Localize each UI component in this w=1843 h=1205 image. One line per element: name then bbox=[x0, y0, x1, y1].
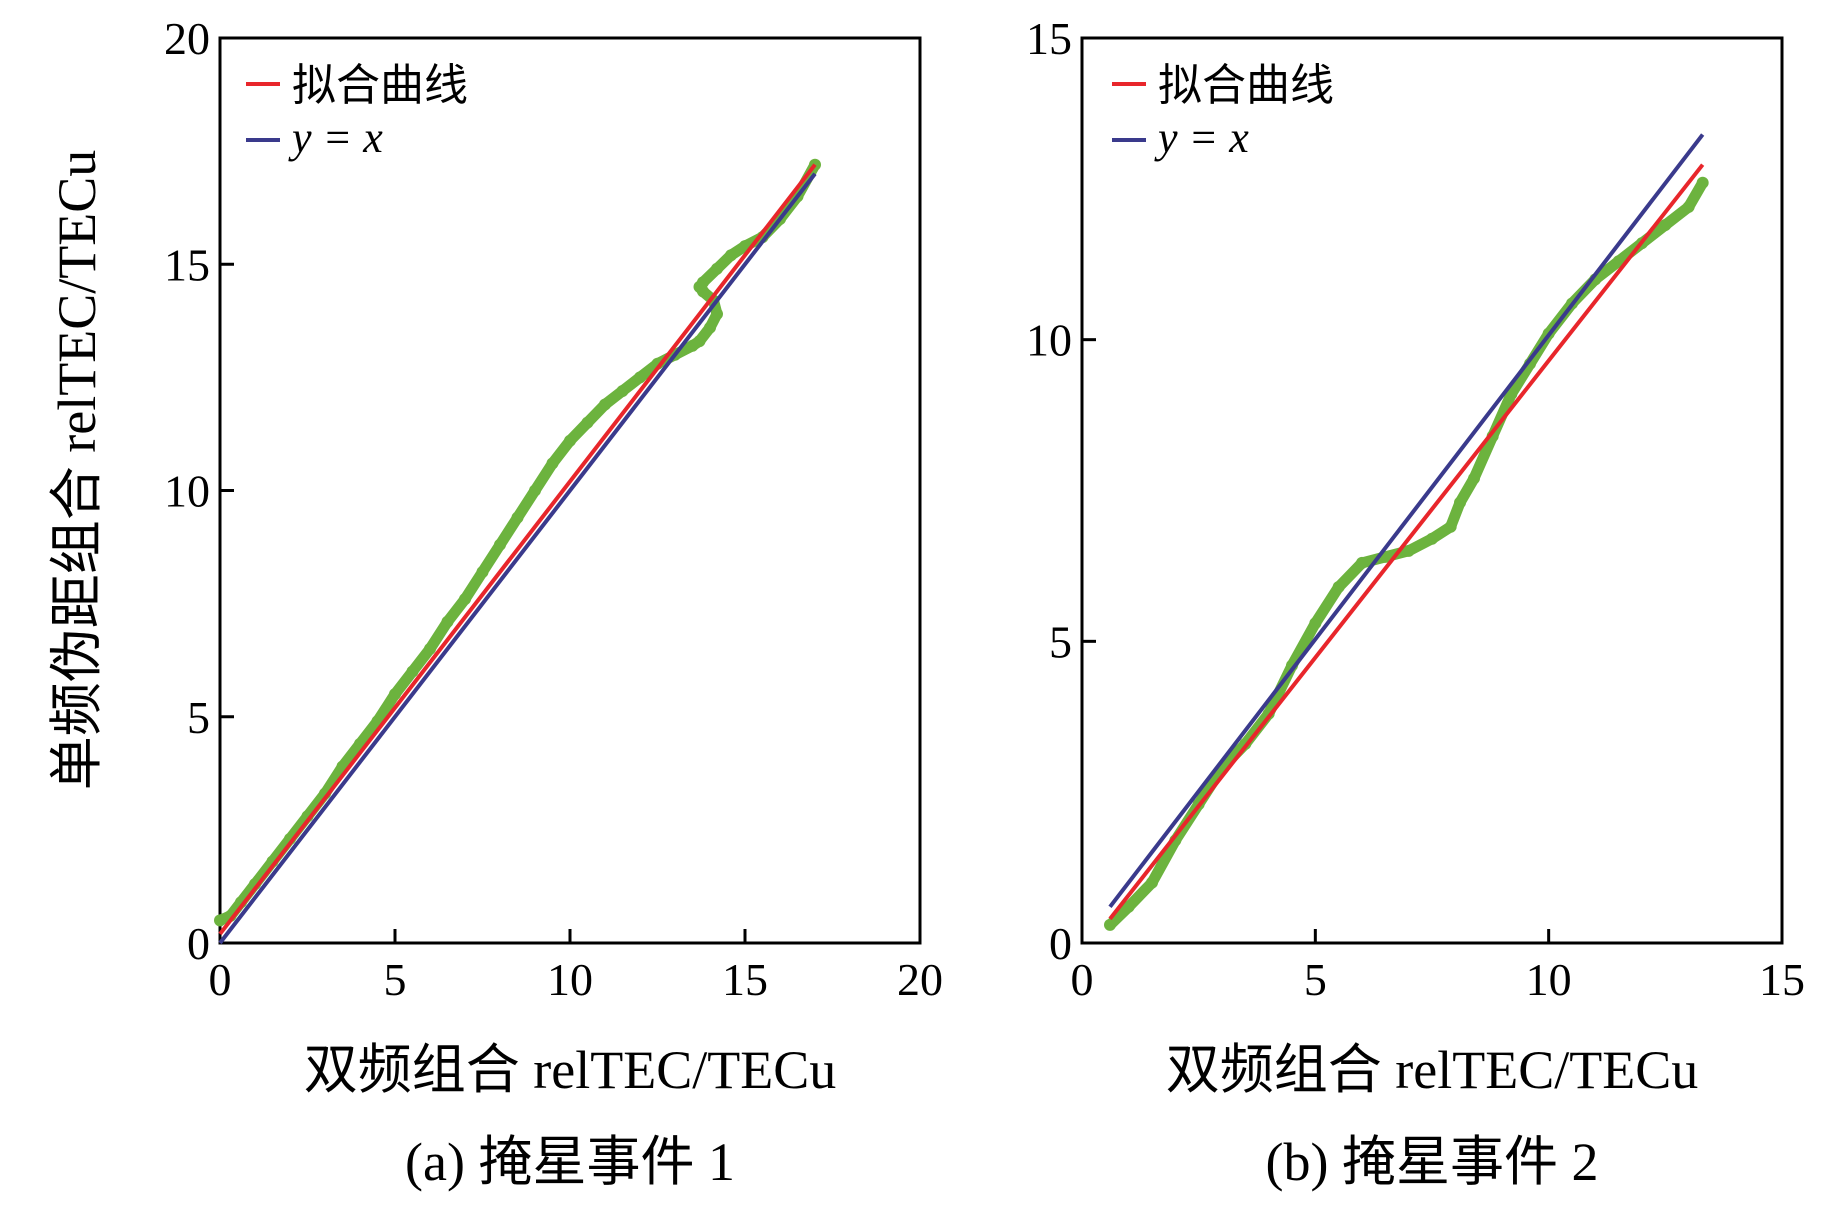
panel-b-observation-point bbox=[1332, 581, 1345, 594]
panel-b-ticks: 0 5 10 15 0 5 10 15 bbox=[1026, 13, 1805, 1005]
panel-a-observation-point bbox=[424, 642, 436, 655]
panel-b-xtick-label: 0 bbox=[1071, 954, 1094, 1005]
panel-b-xtick-label: 10 bbox=[1526, 954, 1572, 1005]
panel-b-ytick-label: 10 bbox=[1026, 315, 1072, 366]
panel-a-observation-point bbox=[494, 538, 506, 551]
panel-a-observation-point bbox=[564, 434, 576, 447]
panel-b-observation-point bbox=[1146, 876, 1158, 889]
panel-a-observation-point bbox=[406, 665, 419, 678]
panel-b-identity-line bbox=[1108, 133, 1705, 909]
panel-b: 0 5 10 15 0 5 10 15 拟合曲线 y = x 双频组合 relTEC/TECu… bbox=[1026, 13, 1805, 1192]
panel-a-observation-point bbox=[441, 615, 454, 628]
panel-b-fit-line bbox=[1108, 163, 1705, 921]
panel-a-observation-point bbox=[546, 457, 559, 470]
panel-b-observation-point bbox=[1309, 617, 1322, 630]
panel-a-observation-point bbox=[616, 384, 629, 397]
y-axis-title: 单频伪距组合 relTEC/TECu bbox=[47, 150, 107, 790]
panel-a-ytick-label: 15 bbox=[164, 239, 210, 290]
panel-a-xlabel: 双频组合 relTEC/TECu bbox=[304, 1040, 836, 1100]
panel-b-title: (b) 掩星事件 2 bbox=[1266, 1132, 1599, 1192]
panel-b-observation-point bbox=[1468, 472, 1480, 485]
panel-b-observation-point bbox=[1696, 176, 1709, 189]
panel-a-title: (a) 掩星事件 1 bbox=[405, 1132, 735, 1192]
legend-b-fit-label: 拟合曲线 bbox=[1158, 61, 1334, 110]
panel-b-ytick-label: 15 bbox=[1026, 13, 1072, 64]
legend-a-identity-label: y = x bbox=[288, 113, 383, 162]
panel-b-xtick-label: 15 bbox=[1759, 954, 1805, 1005]
panel-b-observation-point bbox=[1426, 532, 1438, 545]
panel-b-observation-point bbox=[1104, 918, 1116, 931]
panel-b-xtick-label: 5 bbox=[1304, 954, 1327, 1005]
panel-a-xtick-label: 5 bbox=[384, 954, 407, 1005]
panel-a-observation-point bbox=[634, 371, 646, 384]
legend-b-identity-label: y = x bbox=[1154, 113, 1249, 162]
panel-a: 0 5 10 15 20 0 5 10 15 20 拟合曲线 y = x 双频组合 relTEC/… bbox=[164, 13, 943, 1192]
panel-b-observation-point bbox=[1122, 900, 1135, 913]
panel-a-xtick-label: 10 bbox=[547, 954, 593, 1005]
panel-a-observation-point bbox=[529, 484, 541, 497]
panel-a-xtick-label: 15 bbox=[722, 954, 768, 1005]
panel-a-xtick-label: 20 bbox=[897, 954, 943, 1005]
panel-a-observation-point bbox=[599, 398, 611, 411]
panel-b-observation-point bbox=[1682, 200, 1695, 213]
panel-b-frame bbox=[1080, 36, 1784, 945]
panel-b-observation-point bbox=[1454, 496, 1466, 509]
panel-a-observation-point bbox=[581, 416, 594, 429]
panel-a-ytick-label: 0 bbox=[187, 918, 210, 969]
panel-b-observation-point bbox=[1402, 544, 1415, 557]
panel-b-observation-point bbox=[1612, 255, 1625, 268]
panel-b-observation-point bbox=[1444, 520, 1457, 533]
panel-a-fit-line bbox=[218, 163, 817, 936]
panel-b-marks bbox=[1104, 133, 1709, 931]
panel-b-observation-point bbox=[1356, 556, 1368, 569]
panel-a-observation-point bbox=[711, 308, 723, 321]
panel-a-observation-point bbox=[725, 249, 737, 262]
panel-b-legend: 拟合曲线 y = x bbox=[1112, 61, 1334, 162]
panel-a-observation-point bbox=[511, 511, 524, 524]
panel-b-xlabel: 双频组合 relTEC/TECu bbox=[1166, 1040, 1698, 1100]
panel-a-ytick-label: 10 bbox=[164, 466, 210, 517]
panel-a-ticks: 0 5 10 15 20 0 5 10 15 20 bbox=[164, 13, 943, 1005]
panel-a-observation-point bbox=[711, 262, 723, 275]
panel-a-observation-point bbox=[697, 276, 709, 289]
panel-a-ytick-label: 20 bbox=[164, 13, 210, 64]
panel-a-observation-point bbox=[214, 914, 226, 927]
panel-a-ytick-label: 5 bbox=[187, 692, 210, 743]
panel-a-marks bbox=[214, 158, 821, 945]
panel-a-legend: 拟合曲线 y = x bbox=[246, 61, 468, 162]
panel-b-ytick-label: 0 bbox=[1049, 918, 1072, 969]
panel-b-observation-point bbox=[1659, 219, 1672, 232]
panel-a-identity-line bbox=[218, 172, 817, 945]
panel-a-observation-point bbox=[459, 593, 471, 606]
panel-a-observation-point bbox=[693, 335, 706, 348]
panel-a-observation-point bbox=[476, 565, 489, 578]
panel-b-ytick-label: 5 bbox=[1049, 616, 1072, 667]
panel-a-observation-point bbox=[389, 688, 401, 701]
panel-a-observation-point bbox=[704, 321, 716, 334]
panel-a-xtick-label: 0 bbox=[209, 954, 232, 1005]
legend-a-fit-label: 拟合曲线 bbox=[292, 61, 468, 110]
